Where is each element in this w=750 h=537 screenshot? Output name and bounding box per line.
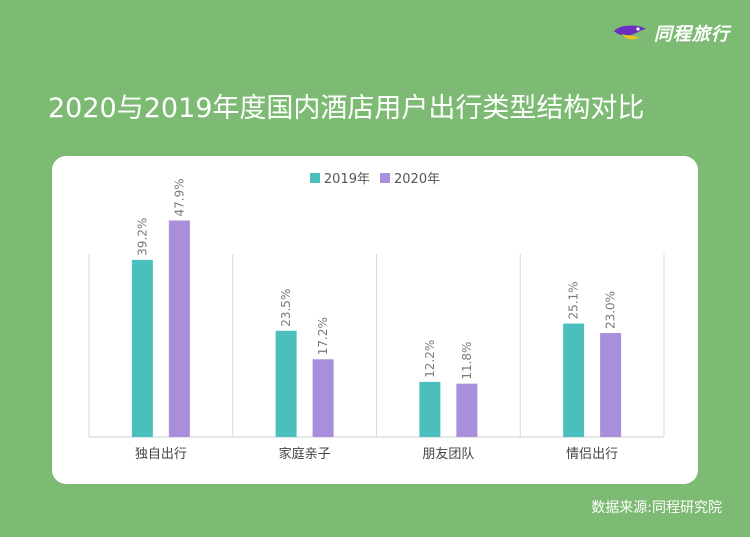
data-label: 23.0% bbox=[604, 291, 618, 329]
page-title: 2020与2019年度国内酒店用户出行类型结构对比 bbox=[48, 93, 645, 124]
legend-label-2020: 2020年 bbox=[394, 172, 441, 187]
brand-name: 同程旅行 bbox=[654, 24, 730, 45]
brand: 同程旅行 bbox=[612, 20, 730, 46]
bar-2019 bbox=[419, 381, 441, 437]
data-source: 数据来源:同程研究院 bbox=[591, 500, 722, 516]
data-label: 25.1% bbox=[567, 281, 581, 319]
data-label: 23.5% bbox=[279, 289, 293, 327]
bar-2019 bbox=[131, 259, 153, 437]
bar-2020 bbox=[456, 383, 478, 437]
legend-label-2019: 2019年 bbox=[323, 172, 370, 187]
category-label: 情侣出行 bbox=[566, 447, 618, 462]
data-label: 11.8% bbox=[460, 342, 474, 380]
chart-card: 2019年 2020年 39.2% 47.9% 独自出行 23.5% 17.2% 家庭亲子… bbox=[52, 156, 698, 484]
bar-2020 bbox=[168, 220, 190, 437]
data-label: 12.2% bbox=[423, 340, 437, 378]
data-label: 47.9% bbox=[172, 178, 186, 216]
bar-2020 bbox=[312, 359, 334, 437]
legend-swatch-2020 bbox=[380, 172, 390, 183]
bar-2019 bbox=[563, 323, 585, 437]
legend-item-2020: 2020年 bbox=[380, 168, 440, 187]
tongcheng-bird-logo-icon bbox=[614, 25, 646, 40]
bar-2020 bbox=[600, 333, 622, 437]
legend-item-2019: 2019年 bbox=[309, 168, 370, 187]
category-label: 朋友团队 bbox=[422, 446, 474, 462]
chart-legend: 2019年 2020年 bbox=[52, 168, 698, 187]
data-label: 39.2% bbox=[135, 218, 149, 256]
data-label: 17.2% bbox=[316, 317, 330, 355]
bar-chart: 39.2% 47.9% 独自出行 23.5% 17.2% 家庭亲子 12.2% 11.8% 朋友… bbox=[88, 178, 665, 462]
category-label: 独自出行 bbox=[135, 447, 187, 462]
category-label: 家庭亲子 bbox=[279, 446, 331, 462]
bar-2019 bbox=[275, 330, 297, 437]
legend-swatch-2019 bbox=[309, 172, 320, 183]
